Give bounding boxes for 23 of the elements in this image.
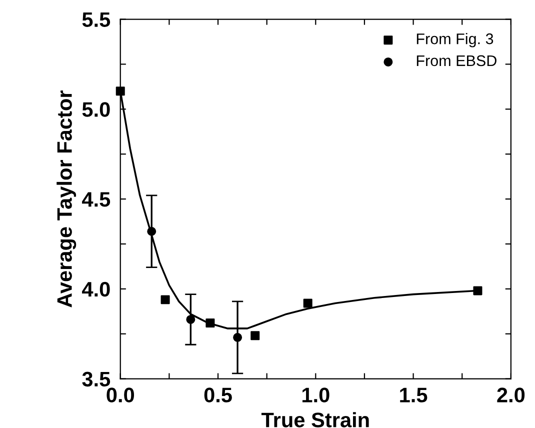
y-tick-label: 4.5 <box>82 192 110 207</box>
y-tick-label: 4.0 <box>82 282 110 297</box>
point <box>147 226 156 236</box>
point <box>473 286 482 296</box>
y-tick-label: 3.5 <box>82 372 110 387</box>
x-tick-label: 1.0 <box>302 388 330 402</box>
x-tick-label: 0.5 <box>204 388 232 402</box>
x-axis-title: True Strain <box>261 412 369 428</box>
x-tick-label: 0.0 <box>106 388 134 402</box>
point <box>233 332 242 342</box>
x-tick-label: 1.5 <box>400 388 428 402</box>
point <box>206 318 215 328</box>
point <box>250 331 260 340</box>
y-axis-title: Average Taylor Factor <box>56 90 76 308</box>
y-tick-label: 5.5 <box>82 12 110 28</box>
point <box>116 86 125 96</box>
legend-label: From Fig. 3 <box>416 33 494 48</box>
point <box>186 314 196 324</box>
x-tick-label: 2.0 <box>497 388 525 402</box>
legend-label: From EBSD <box>416 55 496 66</box>
point <box>160 295 170 304</box>
y-tick-label: 5.0 <box>82 102 110 117</box>
point <box>303 298 312 308</box>
